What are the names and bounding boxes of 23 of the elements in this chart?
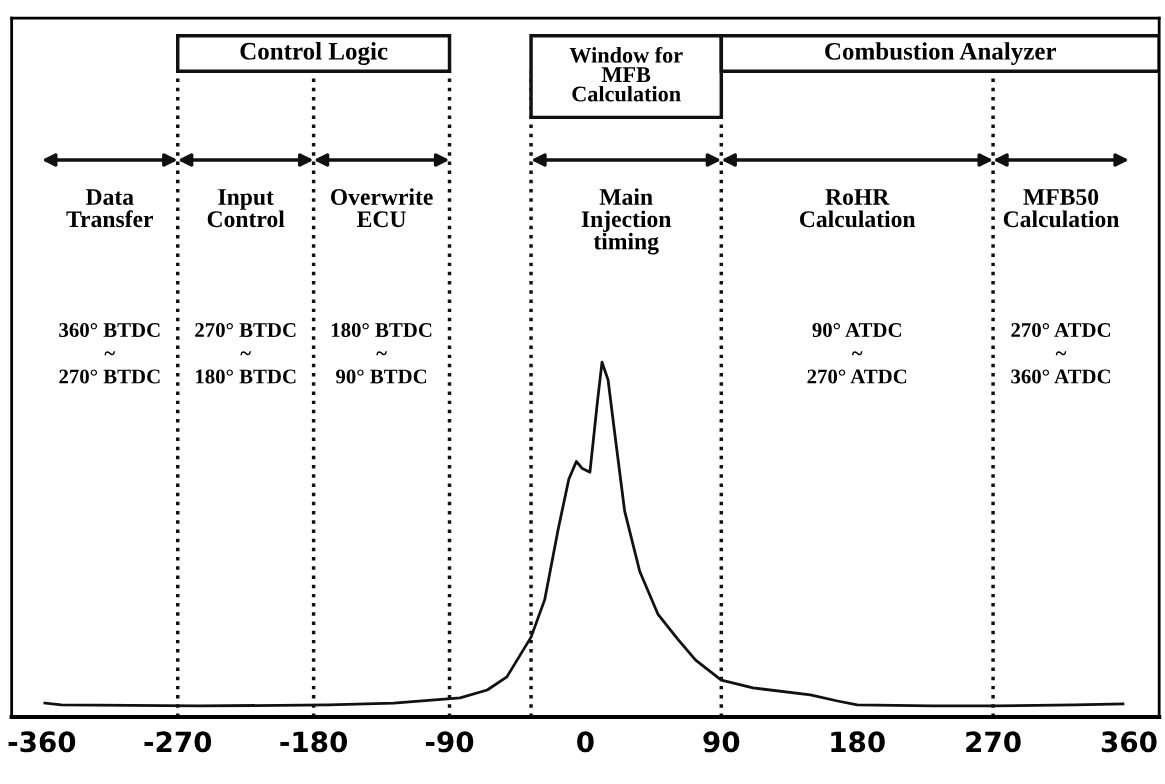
x-tick-label: -90 bbox=[425, 731, 474, 753]
x-tick-label: 180 bbox=[831, 731, 885, 753]
x-tick-label: -180 bbox=[280, 731, 348, 753]
annotation: 360° BTDC ~ 270° BTDC bbox=[59, 323, 160, 384]
text: Data Transfer bbox=[66, 189, 153, 228]
x-tick-label: 90 bbox=[703, 731, 740, 753]
x-tick-label: 0 bbox=[577, 731, 594, 753]
text: MFB50 Calculation bbox=[1003, 189, 1120, 228]
text: Combustion Analyzer bbox=[825, 42, 1057, 65]
text: Main Injection timing bbox=[581, 188, 672, 255]
text: Control Logic bbox=[240, 42, 388, 65]
x-tick-label: -360 bbox=[8, 731, 76, 753]
annotation: 180° BTDC ~ 90° BTDC bbox=[331, 323, 432, 384]
text: Overwrite ECU bbox=[330, 188, 433, 228]
annotation: 90° ATDC ~ 270° ATDC bbox=[807, 323, 907, 384]
annotation: 270° ATDC ~ 360° ATDC bbox=[1011, 323, 1111, 384]
text: Window for MFB Calculation bbox=[569, 46, 683, 102]
annotation: 270° BTDC ~ 180° BTDC bbox=[195, 323, 296, 384]
x-tick-label: 270 bbox=[966, 731, 1021, 753]
x-tick-label: -270 bbox=[144, 731, 212, 753]
text: RoHR Calculation bbox=[799, 189, 916, 228]
x-tick-label: 360 bbox=[1101, 731, 1157, 753]
text: Input Control bbox=[207, 189, 285, 228]
